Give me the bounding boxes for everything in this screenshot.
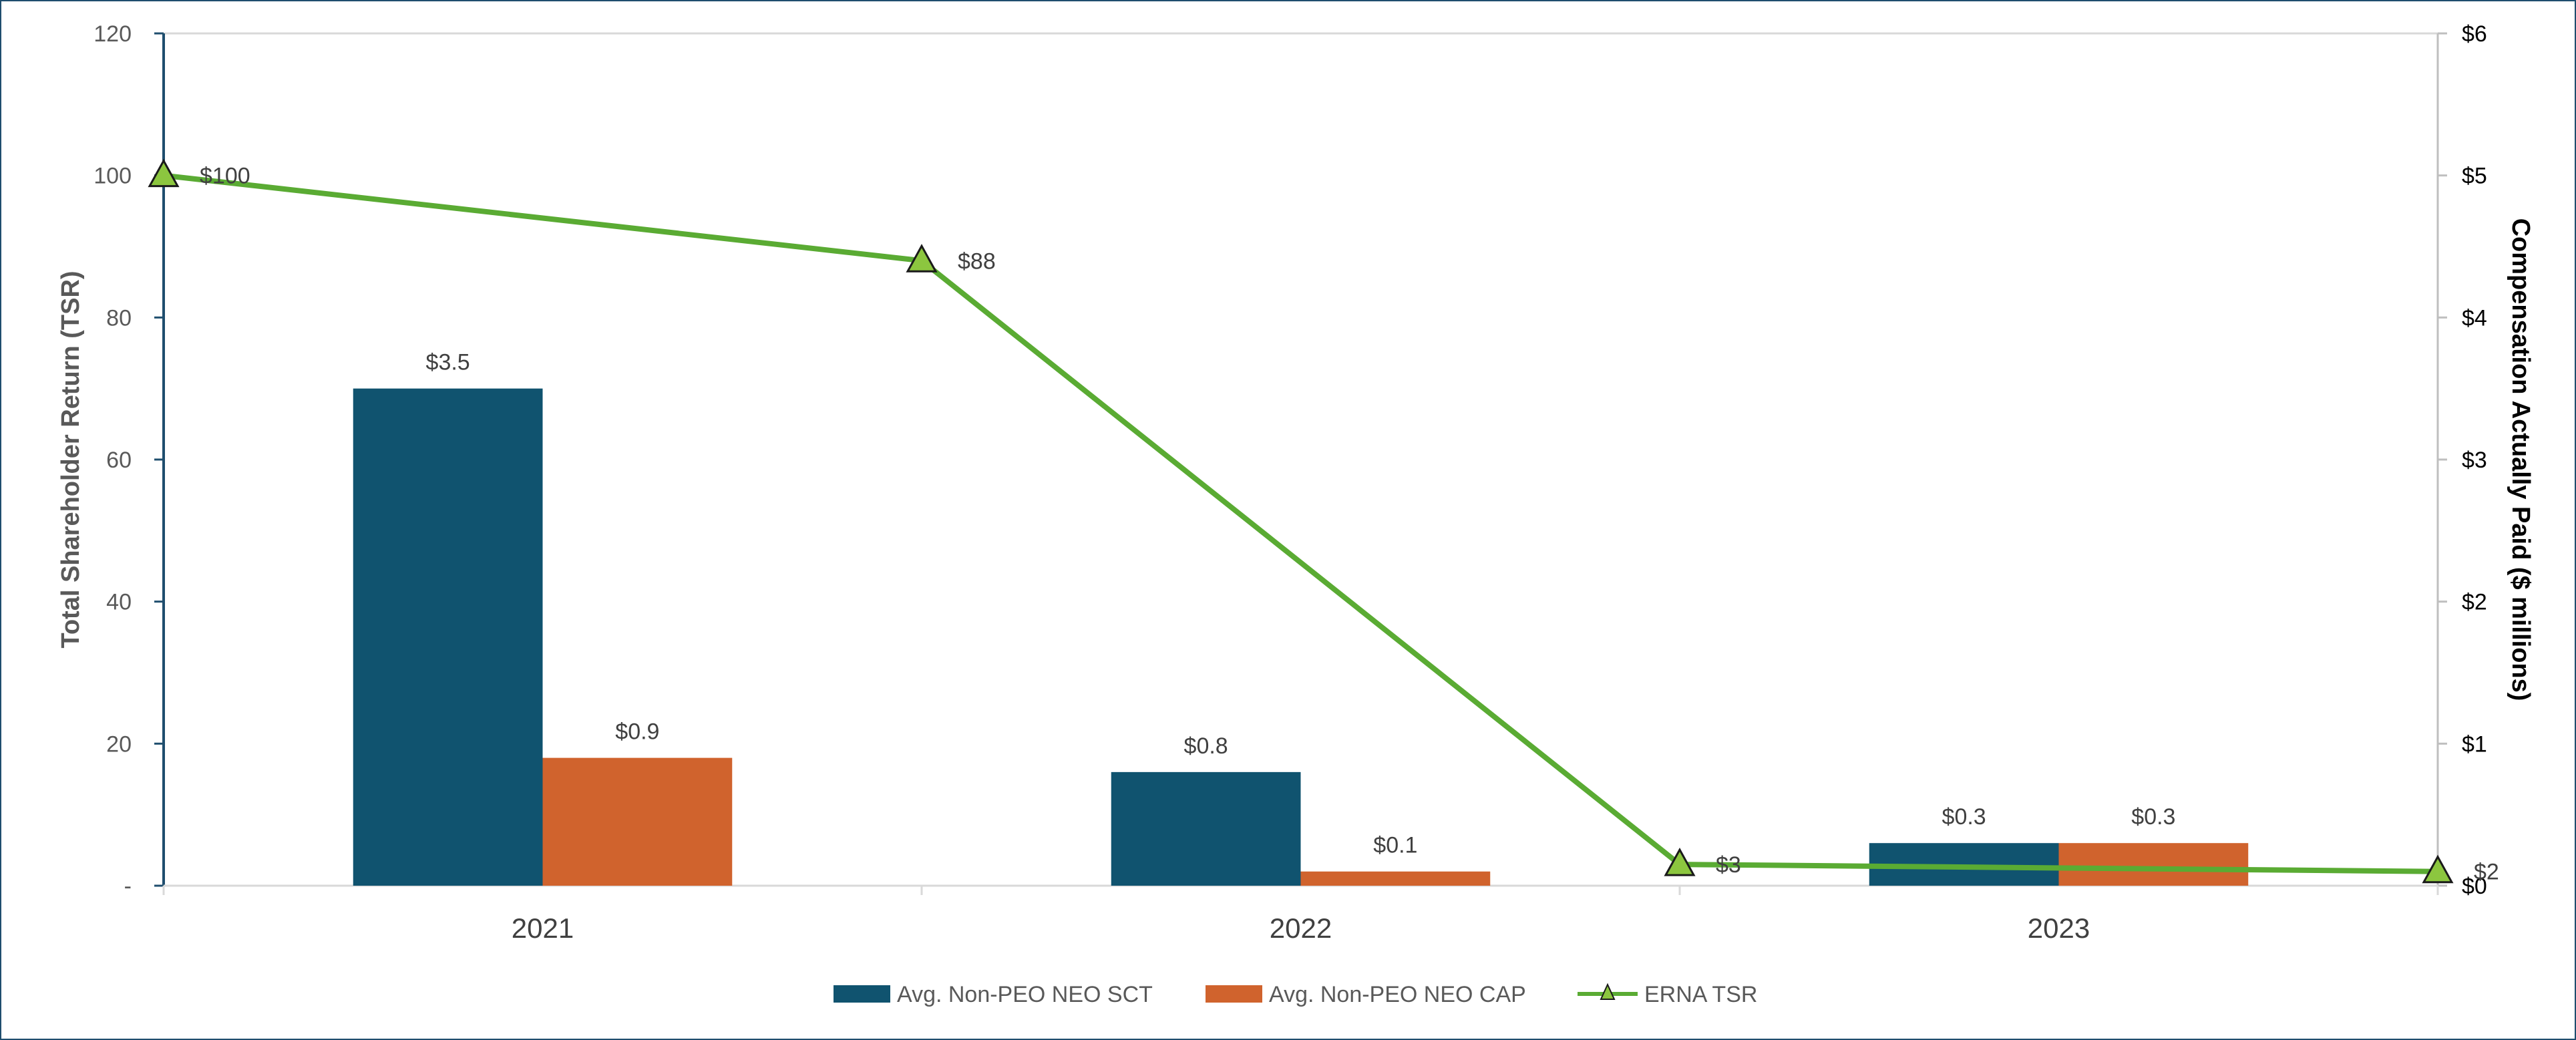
bar <box>353 388 543 886</box>
tsr-data-label: $3 <box>1716 852 1741 878</box>
category-label: 2021 <box>512 912 574 944</box>
left-tick-label: 120 <box>94 21 132 47</box>
right-tick-label: $3 <box>2462 448 2487 473</box>
tsr-marker <box>906 244 938 273</box>
bar <box>1300 871 1491 886</box>
right-tick-label: $4 <box>2462 305 2487 331</box>
tsr-marker <box>1664 847 1696 876</box>
bar-data-label: $0.3 <box>2131 804 2175 830</box>
tsr-line <box>163 172 2438 874</box>
data-label-group: $3.5 $0.8 $0.3 $0.9 $0.1 $0.3 $100 $88 $3 $2 <box>200 164 2499 885</box>
right-tick-label: $6 <box>2462 21 2487 47</box>
right-tick-label: $0 <box>2462 874 2487 899</box>
left-tick-label: 100 <box>94 164 132 189</box>
category-label: 2023 <box>2028 912 2090 944</box>
bar-data-label: $0.8 <box>1184 733 1228 759</box>
category-label: 2022 <box>1270 912 1332 944</box>
bar <box>1111 771 1301 886</box>
right-tick-label: $5 <box>2462 164 2487 189</box>
bar <box>2058 843 2249 886</box>
tsr-data-label: $2 <box>2474 860 2499 885</box>
line-group <box>148 158 2454 884</box>
bar-data-label: $0.1 <box>1373 833 1417 858</box>
bar-data-label: $3.5 <box>426 350 470 375</box>
legend-swatch-sct <box>834 985 890 1003</box>
legend-label-tsr: ERNA TSR <box>1644 982 1757 1007</box>
left-tick-group: - 20 40 60 80 100 120 <box>94 21 164 899</box>
right-tick-group: $0 $1 $2 $3 $4 $5 $6 <box>2438 21 2487 899</box>
tsr-data-label: $100 <box>200 164 250 189</box>
bar <box>542 757 733 886</box>
category-tick-group: 2021 2022 2023 <box>162 886 2439 944</box>
y2-axis-title: Compensation Actually Paid ($ millions) <box>2507 218 2535 701</box>
legend-label-sct: Avg. Non-PEO NEO SCT <box>897 982 1153 1007</box>
left-tick-label: - <box>124 874 132 899</box>
y-axis-title: Total Shareholder Return (TSR) <box>57 271 85 648</box>
tsr-marker <box>148 158 180 188</box>
right-tick-label: $1 <box>2462 731 2487 757</box>
legend-marker-tsr <box>1600 983 1616 1000</box>
legend-swatch-cap <box>1206 985 1262 1003</box>
left-tick-label: 40 <box>106 590 132 615</box>
left-tick-label: 80 <box>106 305 132 331</box>
tsr-data-label: $88 <box>958 248 996 274</box>
legend-label-cap: Avg. Non-PEO NEO CAP <box>1269 982 1526 1007</box>
left-tick-label: 20 <box>106 731 132 757</box>
tsr-marker <box>2422 854 2454 884</box>
bar-group <box>353 388 2249 886</box>
right-tick-label: $2 <box>2462 590 2487 615</box>
left-tick-label: 60 <box>106 448 132 473</box>
legend: Avg. Non-PEO NEO SCT Avg. Non-PEO NEO CA… <box>834 982 1757 1007</box>
bar-data-label: $0.3 <box>1942 804 1986 830</box>
bar-data-label: $0.9 <box>615 719 659 745</box>
